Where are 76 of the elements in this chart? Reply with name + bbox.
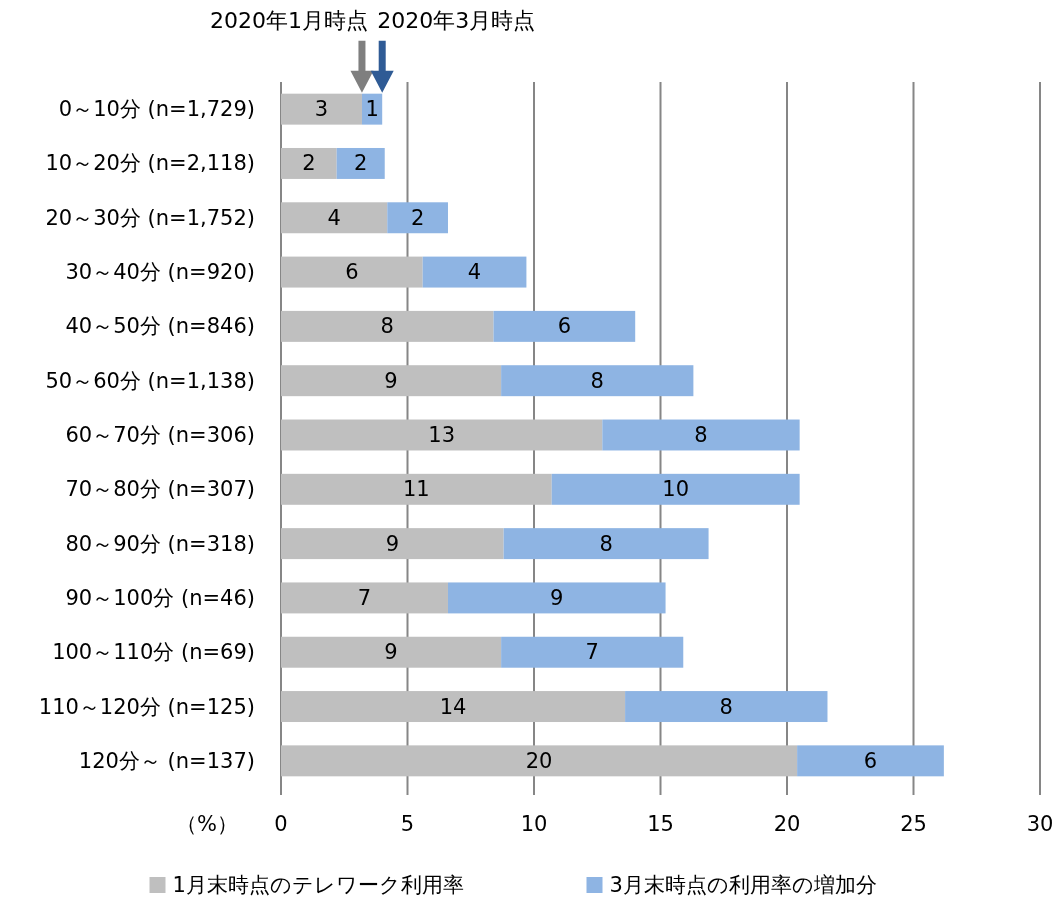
y-tick-label: 80～90分 (n=318) — [65, 531, 255, 556]
bar — [602, 419, 800, 451]
data-label: 14 — [439, 694, 467, 719]
data-label: 6 — [557, 314, 572, 339]
y-tick-label: 20～30分 (n=1,752) — [45, 205, 255, 230]
bar — [281, 147, 337, 179]
y-tick-label: 70～80分 (n=307) — [65, 477, 255, 502]
bar — [281, 691, 626, 723]
bar — [281, 473, 552, 505]
bar — [447, 582, 666, 614]
y-tick-label: 100～110分 (n=69) — [52, 640, 255, 665]
bar — [625, 691, 828, 723]
data-label: 2 — [354, 151, 368, 176]
data-label: 4 — [467, 260, 482, 285]
x-tick-label: 25 — [900, 812, 927, 836]
data-label: 2 — [302, 151, 316, 176]
data-label: 9 — [385, 531, 400, 556]
x-axis-title: （%） — [176, 812, 238, 836]
x-tick-label: 30 — [1026, 812, 1054, 836]
bar — [387, 202, 448, 234]
y-tick-label: 30～40分 (n=920) — [65, 260, 255, 285]
bar — [281, 93, 362, 125]
bar — [281, 419, 603, 451]
bar — [422, 256, 527, 288]
bar — [501, 365, 694, 397]
data-label: 2 — [410, 205, 425, 230]
legend-label: 1月末時点のテレワーク利用率 — [172, 873, 464, 897]
y-tick-label: 110～120分 (n=125) — [38, 694, 255, 719]
data-label: 6 — [345, 260, 359, 285]
legend-label: 3月末時点の利用率の増加分 — [609, 873, 877, 897]
data-label: 8 — [590, 368, 604, 393]
x-tick-label: 15 — [647, 812, 674, 836]
data-label: 6 — [863, 748, 878, 773]
bar — [281, 582, 448, 614]
bar — [551, 473, 800, 505]
bar — [281, 636, 502, 668]
bar — [336, 147, 385, 179]
data-label: 8 — [694, 423, 708, 447]
data-label: 13 — [428, 423, 456, 447]
data-label: 8 — [719, 694, 733, 719]
y-tick-label: 90～100分 (n=46) — [65, 585, 255, 610]
data-label: 10 — [662, 477, 690, 502]
bar — [281, 202, 388, 234]
data-label: 9 — [550, 585, 564, 610]
data-label: 7 — [585, 640, 599, 665]
x-tick-label: 10 — [520, 812, 548, 836]
bar — [797, 745, 944, 777]
text: 2020年1月時点 — [209, 7, 368, 33]
data-label: 11 — [402, 477, 430, 502]
x-tick-label: 5 — [400, 812, 415, 836]
data-label: 1 — [365, 97, 379, 122]
data-label: 8 — [380, 314, 394, 339]
data-label: 8 — [599, 531, 613, 556]
data-label: 4 — [327, 205, 341, 230]
bar — [281, 256, 423, 288]
y-tick-label: 60～70分 (n=306) — [65, 423, 255, 447]
data-label: 9 — [384, 640, 398, 665]
bar — [503, 528, 709, 560]
y-tick-label: 50～60分 (n=1,138) — [45, 368, 255, 393]
x-tick-label: 0 — [274, 812, 288, 836]
bar — [493, 310, 636, 342]
bar — [281, 310, 494, 342]
bar — [281, 365, 502, 397]
text: 2020年3月時点 — [377, 7, 536, 33]
y-tick-label: 40～50分 (n=846) — [65, 314, 255, 339]
bar — [501, 636, 684, 668]
bar — [281, 745, 798, 777]
y-tick-label: 120分～ (n=137) — [78, 748, 255, 773]
data-label: 20 — [525, 748, 553, 773]
data-label: 9 — [384, 368, 398, 393]
data-label: 7 — [357, 585, 372, 610]
y-tick-label: 0～10分 (n=1,729) — [58, 97, 255, 122]
y-tick-label: 10～20分 (n=2,118) — [45, 151, 255, 176]
x-tick-label: 20 — [773, 812, 801, 836]
data-label: 3 — [314, 97, 329, 122]
bar — [281, 528, 504, 560]
